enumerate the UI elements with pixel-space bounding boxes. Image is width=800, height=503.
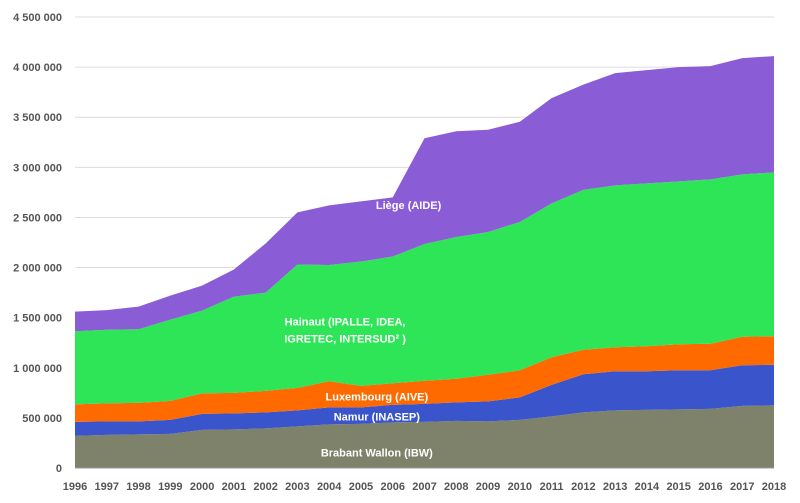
y-tick-label: 4 000 000 xyxy=(13,62,62,74)
x-tick-label: 1999 xyxy=(158,481,182,493)
x-tick-label: 2002 xyxy=(253,481,277,493)
x-tick-label: 2018 xyxy=(762,481,786,493)
x-tick-label: 2003 xyxy=(285,481,309,493)
series-label-4: Liège (AIDE) xyxy=(376,200,442,212)
x-tick-label: 1998 xyxy=(126,481,150,493)
x-tick-label: 2011 xyxy=(540,481,564,493)
x-tick-label: 2004 xyxy=(317,481,342,493)
y-tick-label: 500 000 xyxy=(22,413,62,425)
y-tick-label: 3 000 000 xyxy=(13,162,62,174)
x-tick-label: 2001 xyxy=(222,481,246,493)
y-tick-label: 1 500 000 xyxy=(13,313,62,325)
x-tick-label: 2015 xyxy=(666,481,690,493)
series-areas xyxy=(75,56,774,468)
x-tick-label: 2016 xyxy=(698,481,722,493)
series-label-2: Luxembourg (AIVE) xyxy=(326,391,429,403)
x-tick-label: 2014 xyxy=(635,481,660,493)
series-label-1: Namur (INASEP) xyxy=(334,411,421,423)
x-tick-label: 2013 xyxy=(603,481,627,493)
x-tick-label: 2012 xyxy=(571,481,595,493)
x-tick-label: 2007 xyxy=(412,481,436,493)
x-tick-label: 1997 xyxy=(95,481,119,493)
x-tick-label: 2009 xyxy=(476,481,500,493)
series-label-3: Hainaut (IPALLE, IDEA, IGRETEC, INTERSUD²… xyxy=(284,316,406,345)
x-tick-label: 2008 xyxy=(444,481,468,493)
series-area-4 xyxy=(75,56,774,332)
series-area-2 xyxy=(75,336,774,422)
x-tick-label: 2017 xyxy=(730,481,754,493)
series-area-0 xyxy=(75,405,774,468)
series-area-1 xyxy=(75,364,774,436)
x-tick-label: 1996 xyxy=(63,481,87,493)
series-area-3 xyxy=(75,172,774,405)
y-tick-label: 3 500 000 xyxy=(13,112,62,124)
y-tick-label: 0 xyxy=(56,463,62,475)
y-tick-label: 2 500 000 xyxy=(13,212,62,224)
x-tick-label: 2005 xyxy=(349,481,373,493)
y-tick-label: 4 500 000 xyxy=(13,12,62,24)
y-axis: 0 500 000 1 000 000 1 500 000 2 000 000 2 500… xyxy=(13,12,62,475)
x-tick-label: 2010 xyxy=(508,481,532,493)
series-labels: Brabant Wallon (IBW) Namur (INASEP) Luxemb… xyxy=(284,200,441,459)
x-axis: 1996 1997 1998 1999 2000 2001 2002 2003 2004 2005… xyxy=(63,467,786,493)
series-label-0: Brabant Wallon (IBW) xyxy=(321,447,433,459)
y-tick-label: 1 000 000 xyxy=(13,363,62,375)
x-tick-label: 2000 xyxy=(190,481,214,493)
y-tick-label: 2 000 000 xyxy=(13,263,62,275)
x-tick-label: 2006 xyxy=(380,481,404,493)
